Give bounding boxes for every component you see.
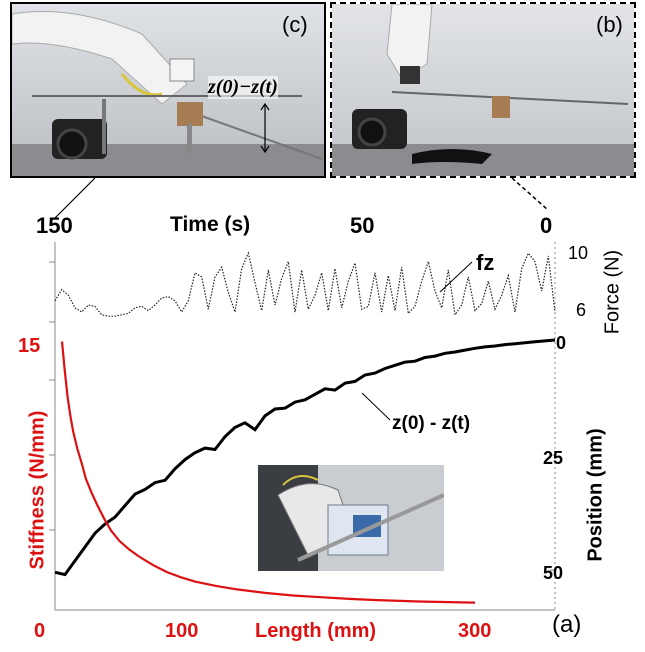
force-tick-6: 6 — [576, 300, 587, 320]
time-tick-150: 150 — [36, 213, 73, 238]
panel-a-label: (a) — [552, 611, 582, 638]
inset-scene — [258, 465, 444, 571]
fz-series-label: fz — [476, 250, 495, 275]
panel-b-label: (b) — [596, 12, 623, 37]
photo-b-scene — [332, 4, 634, 176]
position-tick-0: 0 — [556, 333, 567, 353]
position-tick-50: 50 — [543, 563, 564, 583]
photo-panel-b: (b) — [330, 2, 636, 178]
force-tick-10: 10 — [568, 243, 589, 263]
series-fz-line — [54, 251, 556, 317]
position-series-label: z(0) - z(t) — [392, 413, 471, 434]
length-tick-300: 300 — [458, 620, 492, 642]
stiffness-axis-label: Stiffness (N/mm) — [26, 410, 49, 570]
series-position-line — [54, 338, 556, 577]
stiffness-tick-15: 15 — [18, 335, 41, 357]
position-leader-line — [361, 392, 391, 421]
connector-c — [54, 177, 96, 219]
panel-c-annotation: z(0)−z(t) — [208, 76, 278, 99]
length-axis-label: Length (mm) — [255, 620, 377, 642]
fz-leader-line — [439, 261, 473, 293]
position-tick-25: 25 — [543, 448, 564, 468]
length-tick-0: 0 — [34, 620, 46, 642]
time-axis-label: Time (s) — [170, 213, 251, 236]
inset-photo — [258, 465, 444, 571]
force-axis-label: Force (N) — [601, 249, 624, 335]
photo-connectors — [54, 177, 549, 219]
series-stiffness-line — [60, 341, 476, 604]
position-axis-label: Position (mm) — [584, 428, 607, 562]
length-tick-100: 100 — [165, 620, 199, 642]
connector-b — [511, 177, 549, 211]
time-tick-0: 0 — [540, 213, 553, 238]
panel-c-label: (c) — [282, 12, 308, 37]
time-tick-50: 50 — [350, 213, 375, 238]
photo-panel-c: (c) z(0)−z(t) — [10, 2, 326, 178]
